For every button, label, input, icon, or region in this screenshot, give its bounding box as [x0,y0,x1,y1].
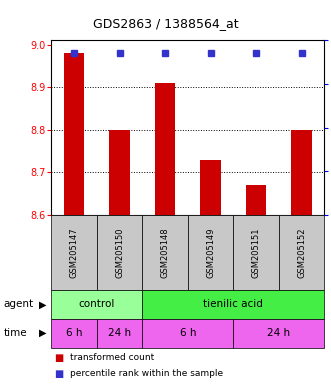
Text: GSM205149: GSM205149 [206,227,215,278]
Text: GSM205150: GSM205150 [115,227,124,278]
Text: GDS2863 / 1388564_at: GDS2863 / 1388564_at [93,17,238,30]
Text: agent: agent [3,299,33,310]
Text: percentile rank within the sample: percentile rank within the sample [70,369,223,378]
Text: tienilic acid: tienilic acid [204,299,263,310]
Bar [246,185,266,215]
Text: ■: ■ [55,353,64,363]
Text: GSM205147: GSM205147 [70,227,78,278]
Text: GSM205148: GSM205148 [161,227,169,278]
Bar [109,130,130,215]
Text: GSM205151: GSM205151 [252,227,260,278]
Text: 6 h: 6 h [180,328,196,338]
Text: GSM205152: GSM205152 [297,227,306,278]
Text: 24 h: 24 h [108,328,131,338]
Bar [200,160,221,215]
Text: 24 h: 24 h [267,328,290,338]
Bar [64,53,84,215]
Text: time: time [3,328,27,338]
Text: 6 h: 6 h [66,328,82,338]
Text: ▶: ▶ [39,328,47,338]
Text: ■: ■ [55,369,64,379]
Bar [155,83,175,215]
Text: ▶: ▶ [39,299,47,310]
Text: control: control [79,299,115,310]
Bar [291,130,312,215]
Text: transformed count: transformed count [70,353,154,362]
